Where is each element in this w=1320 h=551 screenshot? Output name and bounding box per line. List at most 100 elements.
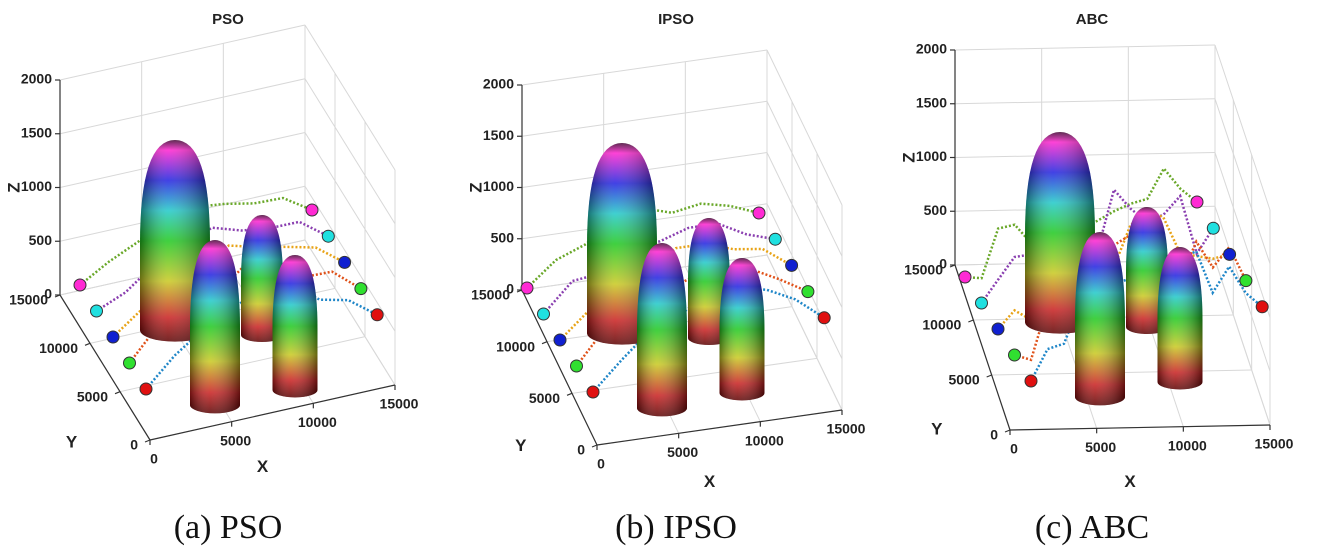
z-tick-label: 1500 bbox=[21, 124, 52, 140]
start-point bbox=[1024, 374, 1038, 388]
grid-line bbox=[766, 152, 843, 308]
x-tick-label: 15000 bbox=[827, 421, 866, 437]
x-tick-label: 5000 bbox=[220, 432, 251, 448]
end-point bbox=[785, 258, 799, 272]
grid-line bbox=[304, 78, 396, 225]
peak-shade bbox=[241, 215, 283, 342]
grid-line bbox=[304, 132, 396, 278]
start-point bbox=[570, 359, 583, 373]
x-tick-label: 15000 bbox=[1255, 436, 1294, 452]
end-point bbox=[1190, 195, 1204, 209]
y-tick-label: 10000 bbox=[496, 338, 535, 354]
z-tick-label: 2000 bbox=[483, 76, 514, 92]
x-axis-label: X bbox=[704, 472, 716, 491]
x-tick-label: 10000 bbox=[745, 432, 784, 448]
end-point bbox=[752, 206, 766, 220]
y-axis bbox=[954, 264, 1011, 431]
route bbox=[145, 279, 378, 390]
grid-line bbox=[766, 203, 843, 359]
start-point bbox=[520, 281, 534, 295]
end-point bbox=[1206, 221, 1220, 235]
x-tick-label: 0 bbox=[150, 451, 158, 467]
y-axis-label: Y bbox=[515, 436, 527, 455]
start-point bbox=[958, 270, 972, 284]
z-tick-label: 1500 bbox=[483, 127, 514, 143]
tick-mark bbox=[1004, 429, 1011, 433]
z-tick-label: 500 bbox=[491, 229, 515, 245]
end-point bbox=[768, 232, 782, 246]
y-tick-label: 10000 bbox=[39, 340, 78, 356]
peak-shade bbox=[1075, 232, 1125, 406]
grid-line bbox=[521, 49, 768, 86]
y-tick-label: 5000 bbox=[77, 388, 108, 404]
tick-mark bbox=[986, 374, 992, 378]
x-axis-label: X bbox=[257, 457, 269, 476]
y-tick-label: 5000 bbox=[529, 390, 560, 406]
z-tick-label: 0 bbox=[506, 281, 514, 297]
end-point bbox=[354, 282, 368, 296]
grid-line bbox=[521, 100, 768, 137]
x-tick-label: 5000 bbox=[667, 444, 698, 460]
grid-line bbox=[304, 239, 396, 386]
peak-shade bbox=[637, 243, 687, 417]
z-axis-label: Z bbox=[899, 152, 918, 162]
peak-shade bbox=[1157, 247, 1203, 390]
z-tick-label: 1500 bbox=[916, 94, 947, 110]
peak-shade bbox=[190, 240, 240, 414]
peak-shade bbox=[688, 218, 730, 345]
grid-line bbox=[766, 101, 843, 257]
grid-line bbox=[119, 336, 366, 393]
grid-line bbox=[954, 44, 1216, 51]
z-axis-label: Z bbox=[466, 182, 485, 192]
tick-mark bbox=[591, 444, 598, 448]
z-tick-label: 0 bbox=[44, 286, 52, 302]
tick-mark bbox=[949, 264, 956, 268]
end-point bbox=[801, 285, 815, 299]
z-tick-label: 500 bbox=[924, 202, 948, 218]
y-axis bbox=[521, 289, 598, 446]
peak-shade bbox=[272, 255, 318, 398]
end-point bbox=[305, 203, 319, 217]
x-tick-label: 10000 bbox=[1168, 437, 1207, 453]
panel-title: ABC bbox=[1076, 11, 1109, 28]
start-point bbox=[537, 307, 550, 321]
end-point bbox=[1255, 300, 1269, 314]
tick-mark bbox=[968, 319, 974, 323]
grid-line bbox=[766, 49, 843, 206]
start-point bbox=[991, 322, 1005, 336]
y-tick-label: 15000 bbox=[9, 292, 48, 308]
start-point bbox=[975, 296, 988, 310]
x-tick-label: 0 bbox=[1010, 441, 1018, 457]
end-point bbox=[338, 255, 352, 269]
start-point bbox=[73, 278, 87, 292]
tick-mark bbox=[144, 439, 151, 443]
y-axis-label: Y bbox=[66, 433, 78, 452]
tick-mark bbox=[114, 391, 121, 395]
x-tick-label: 5000 bbox=[1085, 439, 1116, 455]
x-tick-label: 10000 bbox=[298, 414, 337, 430]
y-tick-label: 0 bbox=[130, 437, 138, 453]
start-point bbox=[139, 382, 153, 396]
z-tick-label: 1000 bbox=[483, 178, 514, 194]
peak-shade bbox=[719, 258, 765, 401]
grid-line bbox=[1214, 259, 1271, 426]
panel-caption: (b) IPSO bbox=[615, 509, 737, 546]
x-axis-label: X bbox=[1124, 472, 1136, 491]
end-point bbox=[1239, 274, 1253, 288]
start-point bbox=[123, 356, 136, 370]
end-point bbox=[321, 229, 335, 243]
grid-line bbox=[1214, 152, 1271, 318]
grid-line bbox=[59, 24, 306, 81]
start-point bbox=[90, 304, 103, 318]
tick-mark bbox=[54, 294, 61, 298]
route bbox=[542, 222, 776, 315]
y-tick-label: 5000 bbox=[949, 372, 980, 388]
z-tick-label: 0 bbox=[939, 256, 947, 272]
grid-line bbox=[304, 24, 396, 171]
z-tick-label: 500 bbox=[29, 232, 53, 248]
end-point bbox=[817, 311, 831, 325]
grid-line bbox=[1214, 44, 1271, 211]
tick-mark bbox=[541, 341, 548, 345]
